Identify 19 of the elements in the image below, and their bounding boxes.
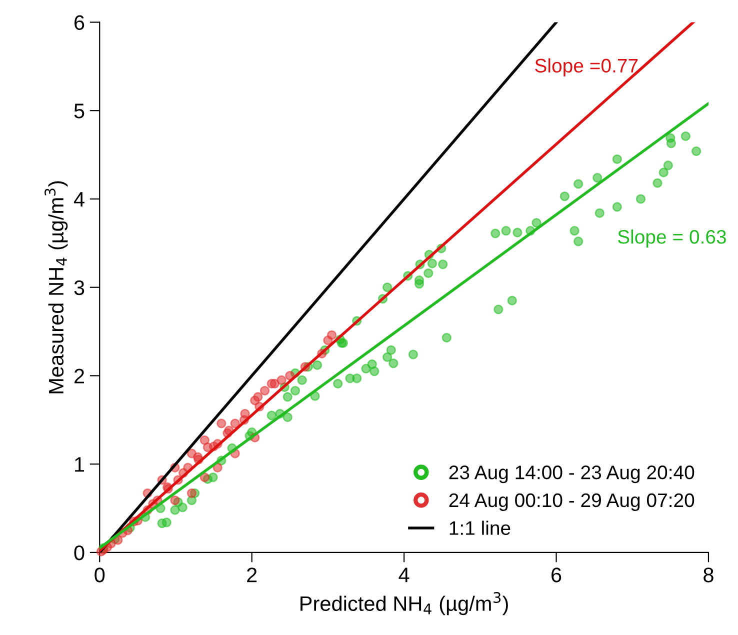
y-tick-label: 0: [74, 545, 84, 560]
y-tick-label: 6: [74, 15, 84, 30]
x-tick-label: 8: [704, 568, 714, 582]
x-axis-title: Predicted NH$_{4}$ (µg/m$^{3}$): [300, 592, 508, 616]
x-tick-label: 6: [552, 568, 562, 582]
y-tick-label: 4: [74, 192, 84, 207]
y-tick-label: 2: [74, 368, 84, 384]
legend-label: 24 Aug 00:10 - 29 Aug 07:20: [449, 493, 694, 511]
y-tick-label: 3: [74, 280, 84, 296]
annotation: Slope =0.77: [535, 58, 638, 76]
y-tick-label: 5: [74, 104, 84, 118]
x-tick-label: 4: [398, 568, 410, 582]
y-tick-label: 1: [75, 457, 84, 472]
y-axis-title: Measured NH$_{4}$ (µg/m$^{3}$): [44, 181, 68, 394]
legend-label: 1:1 line: [450, 520, 510, 535]
legend-label: 23 Aug 14:00 - 23 Aug 20:40: [449, 466, 694, 484]
x-tick-label: 0: [94, 568, 105, 582]
annotation: Slope = 0.63: [618, 229, 726, 248]
x-tick-label: 2: [247, 568, 257, 582]
